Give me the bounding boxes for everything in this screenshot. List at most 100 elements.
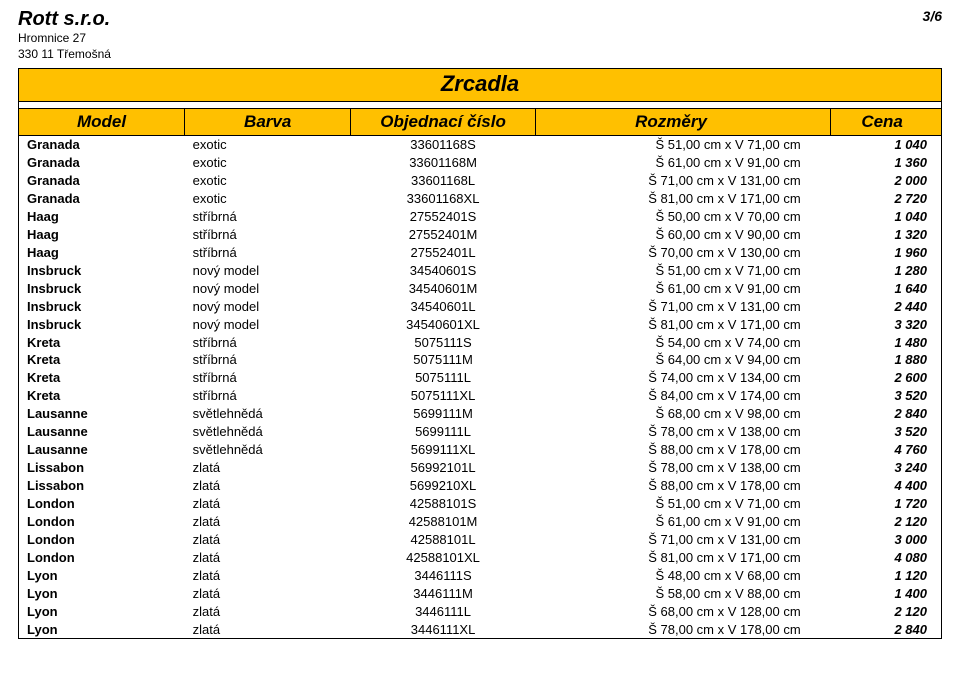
table-row: Lissabonzlatá5699210XLŠ 88,00 cm x V 178… (19, 477, 942, 495)
cell-model: London (19, 531, 185, 549)
table-row: Londonzlatá42588101MŠ 61,00 cm x V 91,00… (19, 513, 942, 531)
table-row: Lyonzlatá3446111LŠ 68,00 cm x V 128,00 c… (19, 603, 942, 621)
cell-barva: stříbrná (185, 244, 351, 262)
cell-obj: 34540601S (351, 262, 536, 280)
cell-roz: Š 51,00 cm x V 71,00 cm (535, 495, 830, 513)
cell-obj: 5699111XL (351, 441, 536, 459)
cell-cena: 1 400 (831, 585, 942, 603)
cell-obj: 27552401S (351, 208, 536, 226)
cell-model: Lissabon (19, 477, 185, 495)
cell-cena: 2 840 (831, 621, 942, 639)
cell-model: Haag (19, 208, 185, 226)
cell-barva: zlatá (185, 567, 351, 585)
cell-barva: exotic (185, 136, 351, 154)
cell-roz: Š 64,00 cm x V 94,00 cm (535, 351, 830, 369)
cell-cena: 2 600 (831, 369, 942, 387)
cell-barva: exotic (185, 190, 351, 208)
cell-model: Lyon (19, 621, 185, 639)
cell-cena: 3 000 (831, 531, 942, 549)
cell-barva: nový model (185, 316, 351, 334)
cell-barva: zlatá (185, 459, 351, 477)
table-row: Lyonzlatá3446111SŠ 48,00 cm x V 68,00 cm… (19, 567, 942, 585)
table-row: Kretastříbrná5075111LŠ 74,00 cm x V 134,… (19, 369, 942, 387)
cell-roz: Š 88,00 cm x V 178,00 cm (535, 441, 830, 459)
cell-obj: 33601168L (351, 172, 536, 190)
table-row: Insbrucknový model34540601SŠ 51,00 cm x … (19, 262, 942, 280)
table-row: Lausannesvětlehnědá5699111XLŠ 88,00 cm x… (19, 441, 942, 459)
cell-obj: 34540601XL (351, 316, 536, 334)
cell-obj: 5075111S (351, 334, 536, 352)
cell-barva: stříbrná (185, 226, 351, 244)
cell-barva: zlatá (185, 531, 351, 549)
cell-obj: 5699210XL (351, 477, 536, 495)
cell-cena: 3 520 (831, 387, 942, 405)
cell-cena: 1 880 (831, 351, 942, 369)
cell-roz: Š 68,00 cm x V 98,00 cm (535, 405, 830, 423)
cell-cena: 1 720 (831, 495, 942, 513)
cell-model: Granada (19, 136, 185, 154)
cell-barva: nový model (185, 262, 351, 280)
cell-barva: světlehnědá (185, 405, 351, 423)
cell-model: Granada (19, 154, 185, 172)
table-row: Haagstříbrná27552401MŠ 60,00 cm x V 90,0… (19, 226, 942, 244)
cell-obj: 5699111M (351, 405, 536, 423)
cell-cena: 2 840 (831, 405, 942, 423)
cell-obj: 34540601L (351, 298, 536, 316)
cell-roz: Š 78,00 cm x V 178,00 cm (535, 621, 830, 639)
cell-obj: 5075111M (351, 351, 536, 369)
cell-roz: Š 71,00 cm x V 131,00 cm (535, 531, 830, 549)
cell-roz: Š 51,00 cm x V 71,00 cm (535, 136, 830, 154)
cell-roz: Š 61,00 cm x V 91,00 cm (535, 280, 830, 298)
company-address-1: Hromnice 27 (18, 31, 942, 47)
cell-model: Granada (19, 190, 185, 208)
col-header-barva: Barva (185, 109, 351, 136)
cell-barva: stříbrná (185, 351, 351, 369)
cell-barva: světlehnědá (185, 441, 351, 459)
cell-barva: exotic (185, 172, 351, 190)
document-header: 3/6 Rott s.r.o. Hromnice 27 330 11 Třemo… (18, 8, 942, 62)
cell-model: Granada (19, 172, 185, 190)
cell-roz: Š 60,00 cm x V 90,00 cm (535, 226, 830, 244)
cell-model: Kreta (19, 351, 185, 369)
table-row: Insbrucknový model34540601LŠ 71,00 cm x … (19, 298, 942, 316)
cell-roz: Š 81,00 cm x V 171,00 cm (535, 316, 830, 334)
cell-cena: 1 640 (831, 280, 942, 298)
cell-model: Lyon (19, 567, 185, 585)
cell-roz: Š 81,00 cm x V 171,00 cm (535, 549, 830, 567)
table-row: Kretastříbrná5075111SŠ 54,00 cm x V 74,0… (19, 334, 942, 352)
table-row: Insbrucknový model34540601XLŠ 81,00 cm x… (19, 316, 942, 334)
cell-cena: 1 320 (831, 226, 942, 244)
cell-model: Lausanne (19, 405, 185, 423)
cell-obj: 3446111M (351, 585, 536, 603)
col-header-obj: Objednací číslo (351, 109, 536, 136)
cell-model: Lyon (19, 603, 185, 621)
col-header-model: Model (19, 109, 185, 136)
cell-obj: 33601168M (351, 154, 536, 172)
cell-model: Kreta (19, 334, 185, 352)
table-row: Haagstříbrná27552401LŠ 70,00 cm x V 130,… (19, 244, 942, 262)
cell-cena: 1 960 (831, 244, 942, 262)
cell-barva: stříbrná (185, 369, 351, 387)
cell-barva: zlatá (185, 621, 351, 639)
cell-obj: 3446111XL (351, 621, 536, 639)
table-row: Insbrucknový model34540601MŠ 61,00 cm x … (19, 280, 942, 298)
cell-roz: Š 58,00 cm x V 88,00 cm (535, 585, 830, 603)
cell-model: Haag (19, 226, 185, 244)
cell-cena: 1 120 (831, 567, 942, 585)
company-name: Rott s.r.o. (18, 8, 942, 31)
cell-obj: 42588101S (351, 495, 536, 513)
cell-cena: 4 080 (831, 549, 942, 567)
cell-barva: zlatá (185, 603, 351, 621)
cell-obj: 27552401M (351, 226, 536, 244)
cell-barva: stříbrná (185, 387, 351, 405)
cell-barva: zlatá (185, 495, 351, 513)
cell-roz: Š 71,00 cm x V 131,00 cm (535, 172, 830, 190)
cell-obj: 34540601M (351, 280, 536, 298)
cell-barva: stříbrná (185, 208, 351, 226)
cell-barva: exotic (185, 154, 351, 172)
cell-roz: Š 78,00 cm x V 138,00 cm (535, 423, 830, 441)
cell-barva: světlehnědá (185, 423, 351, 441)
cell-model: Lyon (19, 585, 185, 603)
table-row: Lissabonzlatá56992101LŠ 78,00 cm x V 138… (19, 459, 942, 477)
cell-cena: 2 000 (831, 172, 942, 190)
